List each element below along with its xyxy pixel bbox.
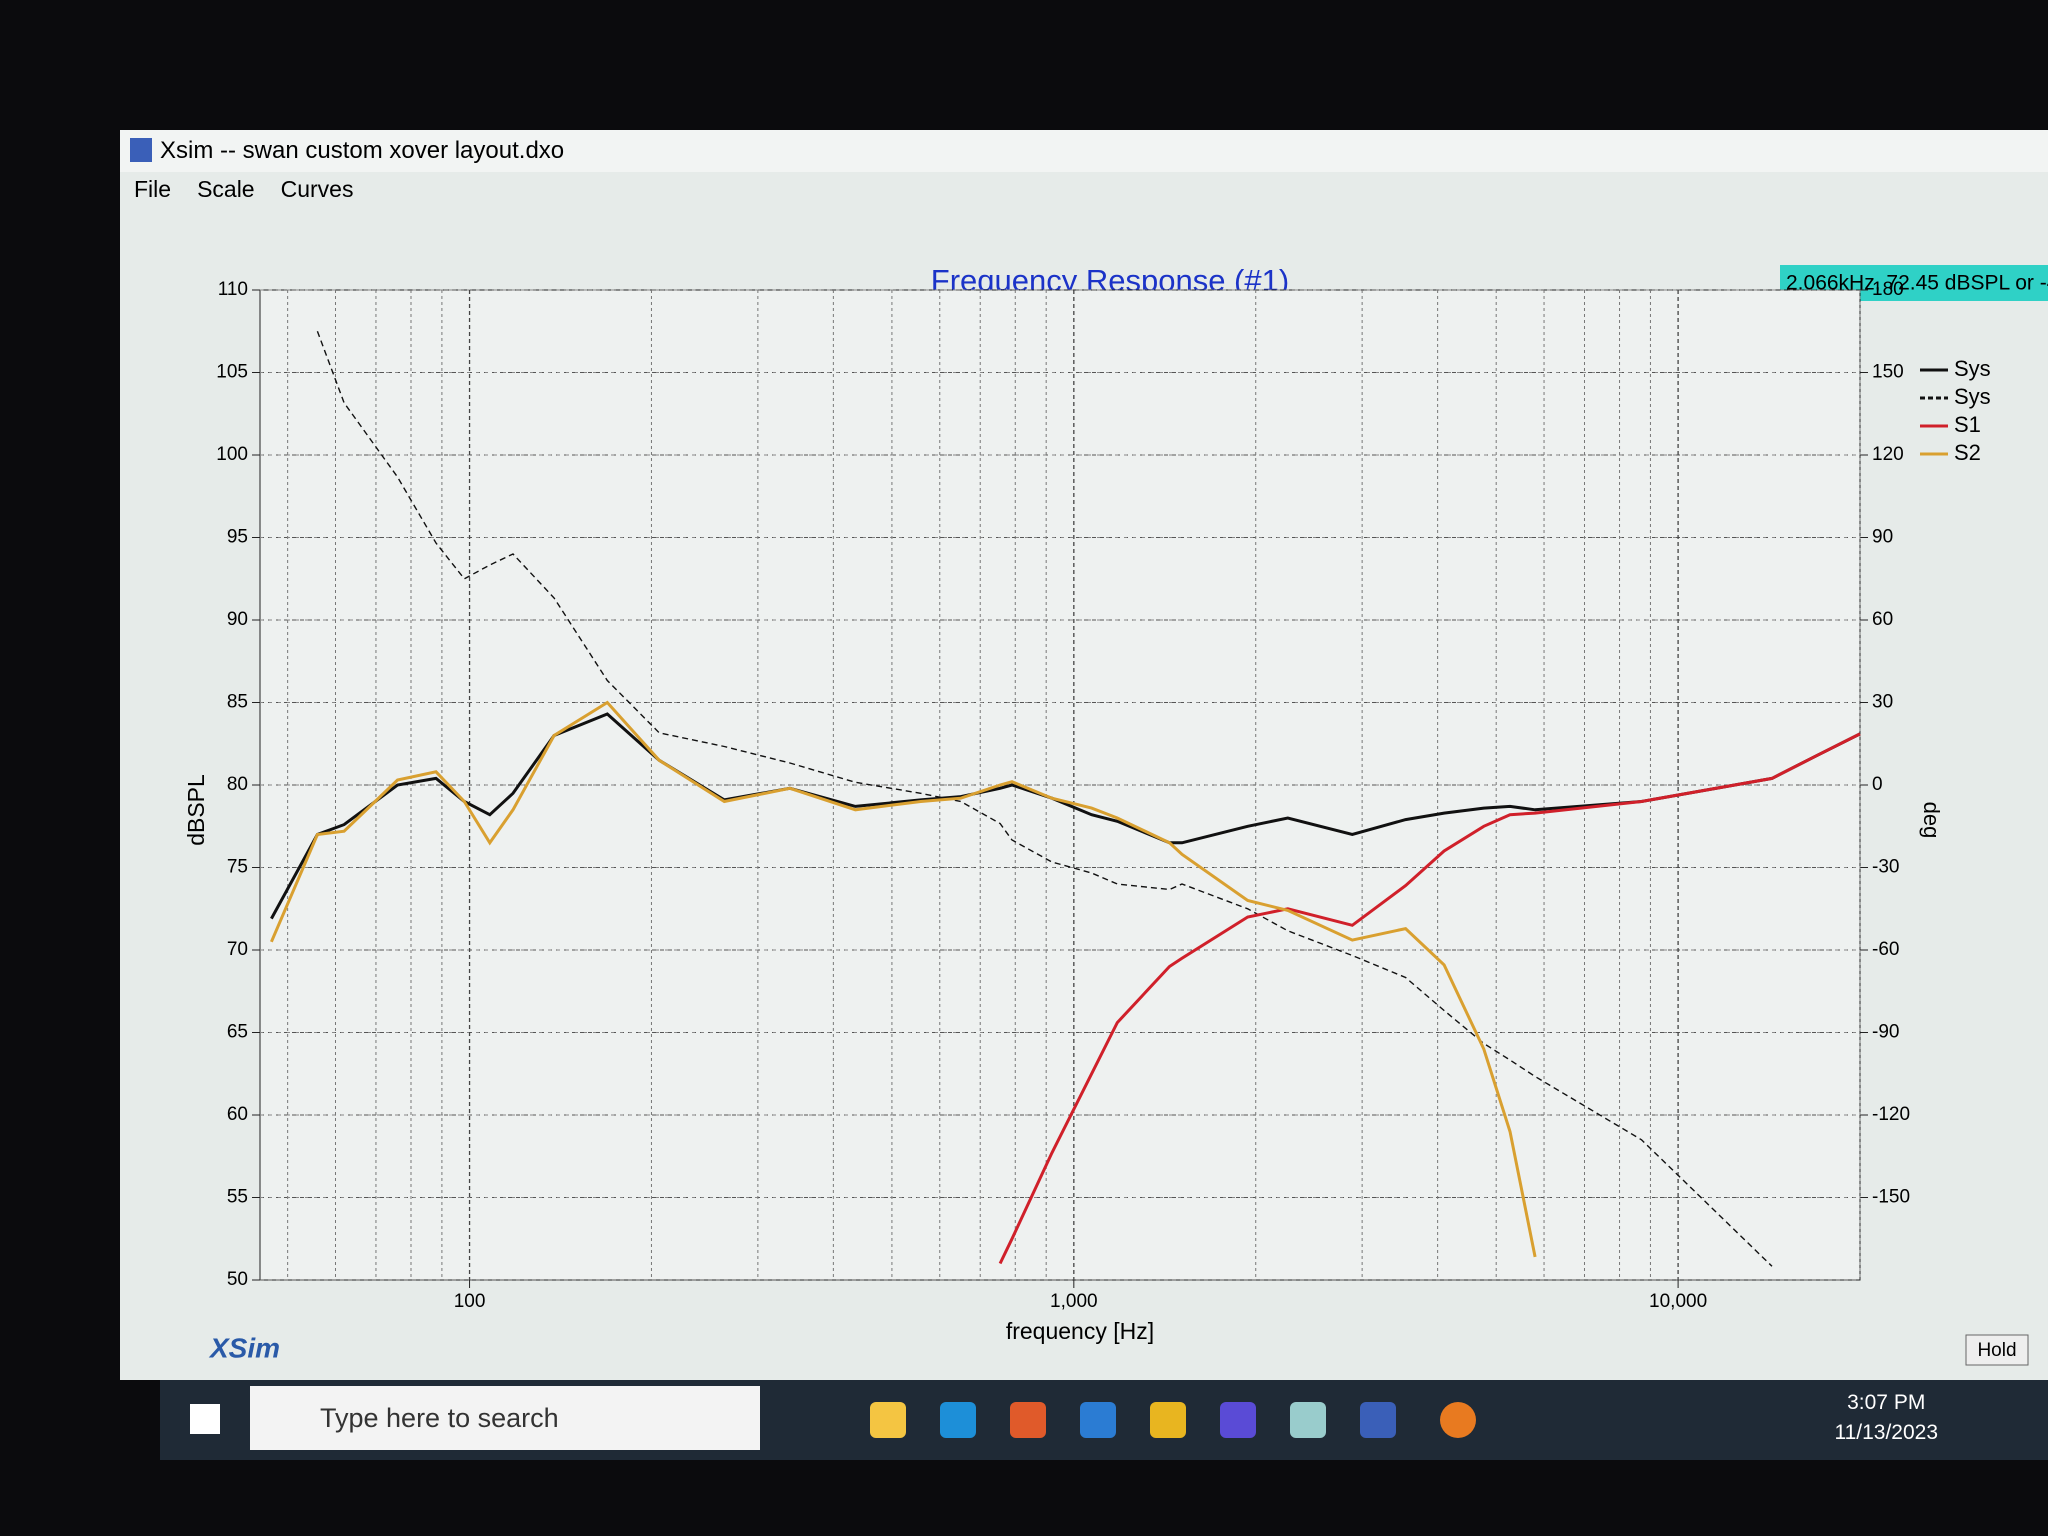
y-tick-label: 70 bbox=[227, 939, 248, 960]
app-icon bbox=[130, 138, 152, 162]
hold-label: Hold bbox=[1977, 1340, 2016, 1361]
y2-tick-label: -30 bbox=[1872, 857, 1899, 878]
cursor-readout: 2.066kHz, 72.45 dBSPL or -45. bbox=[1786, 272, 2048, 295]
app-icon[interactable] bbox=[1010, 1402, 1046, 1438]
y2-tick-label: -150 bbox=[1872, 1187, 1910, 1208]
y-tick-label: 85 bbox=[227, 692, 248, 713]
legend-label: S2 bbox=[1954, 440, 1981, 465]
app-icon[interactable] bbox=[1440, 1402, 1476, 1438]
y2-tick-label: 90 bbox=[1872, 527, 1893, 548]
y-tick-label: 50 bbox=[227, 1269, 248, 1290]
hold-button[interactable] bbox=[1965, 1334, 2029, 1366]
legend-label: Sys bbox=[1954, 384, 1991, 409]
legend-label: Sys bbox=[1954, 356, 1991, 381]
y-tick-label: 55 bbox=[227, 1187, 248, 1208]
menu-item[interactable]: Curves bbox=[280, 176, 354, 202]
y2-tick-label: -90 bbox=[1872, 1022, 1899, 1043]
series-line bbox=[270, 700, 1537, 1258]
x-tick-label: 100 bbox=[454, 1291, 486, 1312]
app-icon[interactable] bbox=[1220, 1402, 1256, 1438]
menu-bar: File Scale Curves bbox=[134, 176, 379, 203]
app-icon[interactable] bbox=[1150, 1402, 1186, 1438]
menu-item[interactable]: File bbox=[134, 176, 172, 202]
brand: XSim bbox=[208, 1332, 280, 1363]
date: 11/13/2023 bbox=[1834, 1421, 1938, 1444]
y-tick-label: 95 bbox=[227, 527, 248, 548]
x-tick-label: 10,000 bbox=[1649, 1291, 1707, 1312]
y2-axis-label: deg bbox=[1919, 802, 1944, 839]
title-bar: Xsim -- swan custom xover layout.dxo bbox=[120, 130, 2048, 172]
y-tick-label: 65 bbox=[227, 1022, 248, 1043]
y-tick-label: 80 bbox=[227, 774, 248, 795]
y2-tick-label: 180 bbox=[1872, 279, 1904, 300]
app-icon[interactable] bbox=[870, 1402, 906, 1438]
x-tick-label: 1,000 bbox=[1050, 1291, 1098, 1312]
time: 3:07 PM bbox=[1847, 1391, 1926, 1414]
y-axis-label: dBSPL bbox=[183, 774, 209, 846]
y2-tick-label: 150 bbox=[1872, 362, 1904, 383]
y-tick-label: 110 bbox=[218, 279, 248, 300]
clock: 3:07 PM 11/13/2023 bbox=[1834, 1388, 1938, 1448]
menu-item[interactable]: Scale bbox=[197, 176, 255, 202]
y-tick-label: 105 bbox=[216, 362, 248, 383]
search-box[interactable]: Type here to search bbox=[250, 1386, 760, 1450]
y-tick-label: 90 bbox=[227, 609, 248, 630]
y2-tick-label: 120 bbox=[1872, 444, 1904, 465]
series-line bbox=[998, 732, 1861, 1265]
series-line bbox=[270, 712, 1861, 920]
y2-tick-label: -120 bbox=[1872, 1104, 1910, 1125]
y2-tick-label: -60 bbox=[1872, 939, 1899, 960]
y2-tick-label: 30 bbox=[1872, 692, 1893, 713]
app-icon[interactable] bbox=[1080, 1402, 1116, 1438]
app-icon[interactable] bbox=[1360, 1402, 1396, 1438]
chart: 2.066kHz, 72.45 dBSPL or -45. Frequency … bbox=[183, 263, 2048, 1366]
xsim-window: Xsim -- swan custom xover layout.dxo Fil… bbox=[120, 130, 2048, 1380]
app-icon[interactable] bbox=[940, 1402, 976, 1438]
start-button[interactable] bbox=[190, 1404, 220, 1434]
y2-tick-label: 60 bbox=[1872, 609, 1893, 630]
window-title: Xsim -- swan custom xover layout.dxo bbox=[160, 137, 565, 164]
x-axis-label: frequency [Hz] bbox=[1006, 1318, 1154, 1344]
y2-tick-label: 0 bbox=[1872, 774, 1883, 795]
y-tick-label: 75 bbox=[227, 857, 248, 878]
legend-label: S1 bbox=[1954, 412, 1981, 437]
y-tick-label: 100 bbox=[216, 444, 248, 465]
taskbar: Type here to search 3:07 PM 11/13/2023 bbox=[160, 1380, 2048, 1460]
y-tick-label: 60 bbox=[227, 1104, 248, 1125]
app-icon[interactable] bbox=[1290, 1402, 1326, 1438]
